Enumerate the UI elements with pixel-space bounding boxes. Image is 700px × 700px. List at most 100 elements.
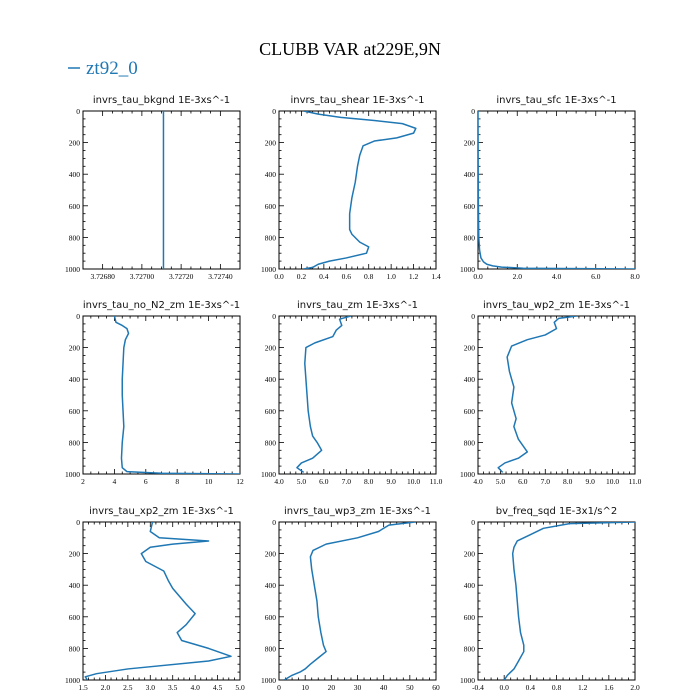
y-tick-label: 400 <box>265 170 277 179</box>
y-tick-label: 600 <box>265 613 277 622</box>
x-tick-label: 4.0 <box>473 477 483 486</box>
profile-line <box>84 522 232 680</box>
x-tick-label: 3.72680 <box>90 272 115 281</box>
x-tick-label: 5.0 <box>297 477 307 486</box>
x-tick-label: 20 <box>328 683 336 692</box>
x-tick-label: 2.0 <box>630 683 640 692</box>
x-tick-label: 50 <box>406 683 414 692</box>
x-tick-label: 4.0 <box>190 683 200 692</box>
y-tick-label: 1000 <box>65 676 80 685</box>
x-tick-label: 5.0 <box>496 477 506 486</box>
profile-line <box>478 111 635 269</box>
panel-3: invrs_tau_sfc 1E-3xs^-1 0 200 400 600 800 1000… <box>460 95 640 281</box>
x-tick-label: 4.0 <box>274 477 284 486</box>
y-tick-label: 800 <box>265 438 277 447</box>
profile-line <box>303 111 417 269</box>
y-tick-label: 1000 <box>460 676 475 685</box>
figure-legend: zt92_0 <box>68 58 138 79</box>
y-tick-label: 0 <box>272 518 276 527</box>
x-tick-label: 0.8 <box>364 272 374 281</box>
x-tick-label: 8.0 <box>364 477 374 486</box>
x-tick-label: 1.6 <box>604 683 614 692</box>
panel-2: invrs_tau_shear 1E-3xs^-1 0 200 400 600 800 10… <box>261 95 441 281</box>
y-tick-label: 400 <box>265 581 277 590</box>
y-tick-label: 800 <box>464 233 476 242</box>
x-tick-label: 11.0 <box>430 477 443 486</box>
y-tick-label: 600 <box>265 202 277 211</box>
panel-title: invrs_tau_wp3_zm 1E-3xs^-1 <box>284 506 431 517</box>
y-tick-label: 200 <box>464 550 476 559</box>
x-tick-label: 10.0 <box>606 477 619 486</box>
plot-frame <box>477 521 636 681</box>
panels-grid: invrs_tau_bkgnd 1E-3xs^-1020040060080010… <box>65 95 642 692</box>
plot-frame <box>82 110 241 270</box>
plot-frame <box>82 315 241 475</box>
x-tick-label: 3.72740 <box>208 272 233 281</box>
x-tick-label: 10 <box>205 477 213 486</box>
y-tick-label: 200 <box>69 344 81 353</box>
x-tick-label: 6 <box>144 477 148 486</box>
plot-frame <box>477 315 636 475</box>
y-tick-label: 400 <box>464 581 476 590</box>
legend-label: zt92_0 <box>86 58 138 79</box>
x-tick-label: 7.0 <box>342 477 352 486</box>
panel-6: invrs_tau_wp2_zm 1E-3xs^-1 0 200 400 600 800 1… <box>460 300 642 486</box>
x-tick-label: 1.2 <box>578 683 588 692</box>
x-tick-label: 8.0 <box>563 477 573 486</box>
y-tick-label: 1000 <box>261 676 276 685</box>
panel-title: invrs_tau_zm 1E-3xs^-1 <box>297 300 418 311</box>
panel-title: invrs_tau_shear 1E-3xs^-1 <box>291 95 425 106</box>
x-tick-label: 3.72700 <box>130 272 155 281</box>
x-tick-label: 0.0 <box>274 272 284 281</box>
x-tick-label: 30 <box>354 683 362 692</box>
y-tick-label: 200 <box>69 550 81 559</box>
x-tick-label: 0.4 <box>526 683 536 692</box>
x-tick-label: 1.4 <box>431 272 441 281</box>
x-tick-label: 11.0 <box>629 477 642 486</box>
y-tick-label: 400 <box>69 375 81 384</box>
y-tick-label: 1000 <box>460 265 475 274</box>
x-tick-label: 40 <box>380 683 388 692</box>
x-tick-label: 0.0 <box>499 683 509 692</box>
y-tick-label: 800 <box>265 233 277 242</box>
x-tick-label: 10.0 <box>407 477 420 486</box>
x-tick-label: 6.0 <box>518 477 528 486</box>
panel-4: invrs_tau_no_N2_zm 1E-3xs^-10 200 400 600 80… <box>65 300 244 486</box>
plot-frame <box>278 110 437 270</box>
x-tick-label: 4.5 <box>213 683 223 692</box>
panel-title: invrs_tau_xp2_zm 1E-3xs^-1 <box>89 506 234 517</box>
x-tick-label: 2.0 <box>101 683 111 692</box>
panel-title: invrs_tau_wp2_zm 1E-3xs^-1 <box>483 300 630 311</box>
y-tick-label: 400 <box>464 375 476 384</box>
y-tick-label: 200 <box>265 344 277 353</box>
x-tick-label: 10 <box>301 683 309 692</box>
y-tick-label: 200 <box>265 550 277 559</box>
plot-frame <box>477 110 636 270</box>
y-tick-label: 600 <box>69 613 81 622</box>
profile-line <box>296 316 351 474</box>
x-tick-label: 3.72720 <box>169 272 194 281</box>
y-tick-label: 600 <box>69 202 81 211</box>
y-tick-label: 200 <box>464 344 476 353</box>
x-tick-label: 9.0 <box>585 477 595 486</box>
x-tick-label: 8.0 <box>630 272 640 281</box>
profile-line <box>503 522 635 680</box>
x-tick-label: 0.6 <box>342 272 352 281</box>
figure-title: CLUBB VAR at229E,9N <box>259 39 441 59</box>
profile-line <box>497 316 577 473</box>
y-tick-label: 800 <box>464 644 476 653</box>
x-tick-label: 4 <box>113 477 117 486</box>
y-tick-label: 600 <box>464 202 476 211</box>
x-tick-label: -0.4 <box>472 683 484 692</box>
x-tick-label: 60 <box>432 683 440 692</box>
panel-7: invrs_tau_xp2_zm 1E-3xs^-1 0 200 400 600 800 1… <box>65 506 245 692</box>
x-tick-label: 9.0 <box>386 477 396 486</box>
plot-frame <box>278 521 437 681</box>
y-tick-label: 0 <box>272 107 276 116</box>
x-tick-label: 0.0 <box>473 272 483 281</box>
x-tick-label: 7.0 <box>541 477 551 486</box>
y-tick-label: 600 <box>464 407 476 416</box>
plot-frame <box>278 315 437 475</box>
panel-8: invrs_tau_wp3_zm 1E-3xs^-102004006008001… <box>261 506 440 692</box>
